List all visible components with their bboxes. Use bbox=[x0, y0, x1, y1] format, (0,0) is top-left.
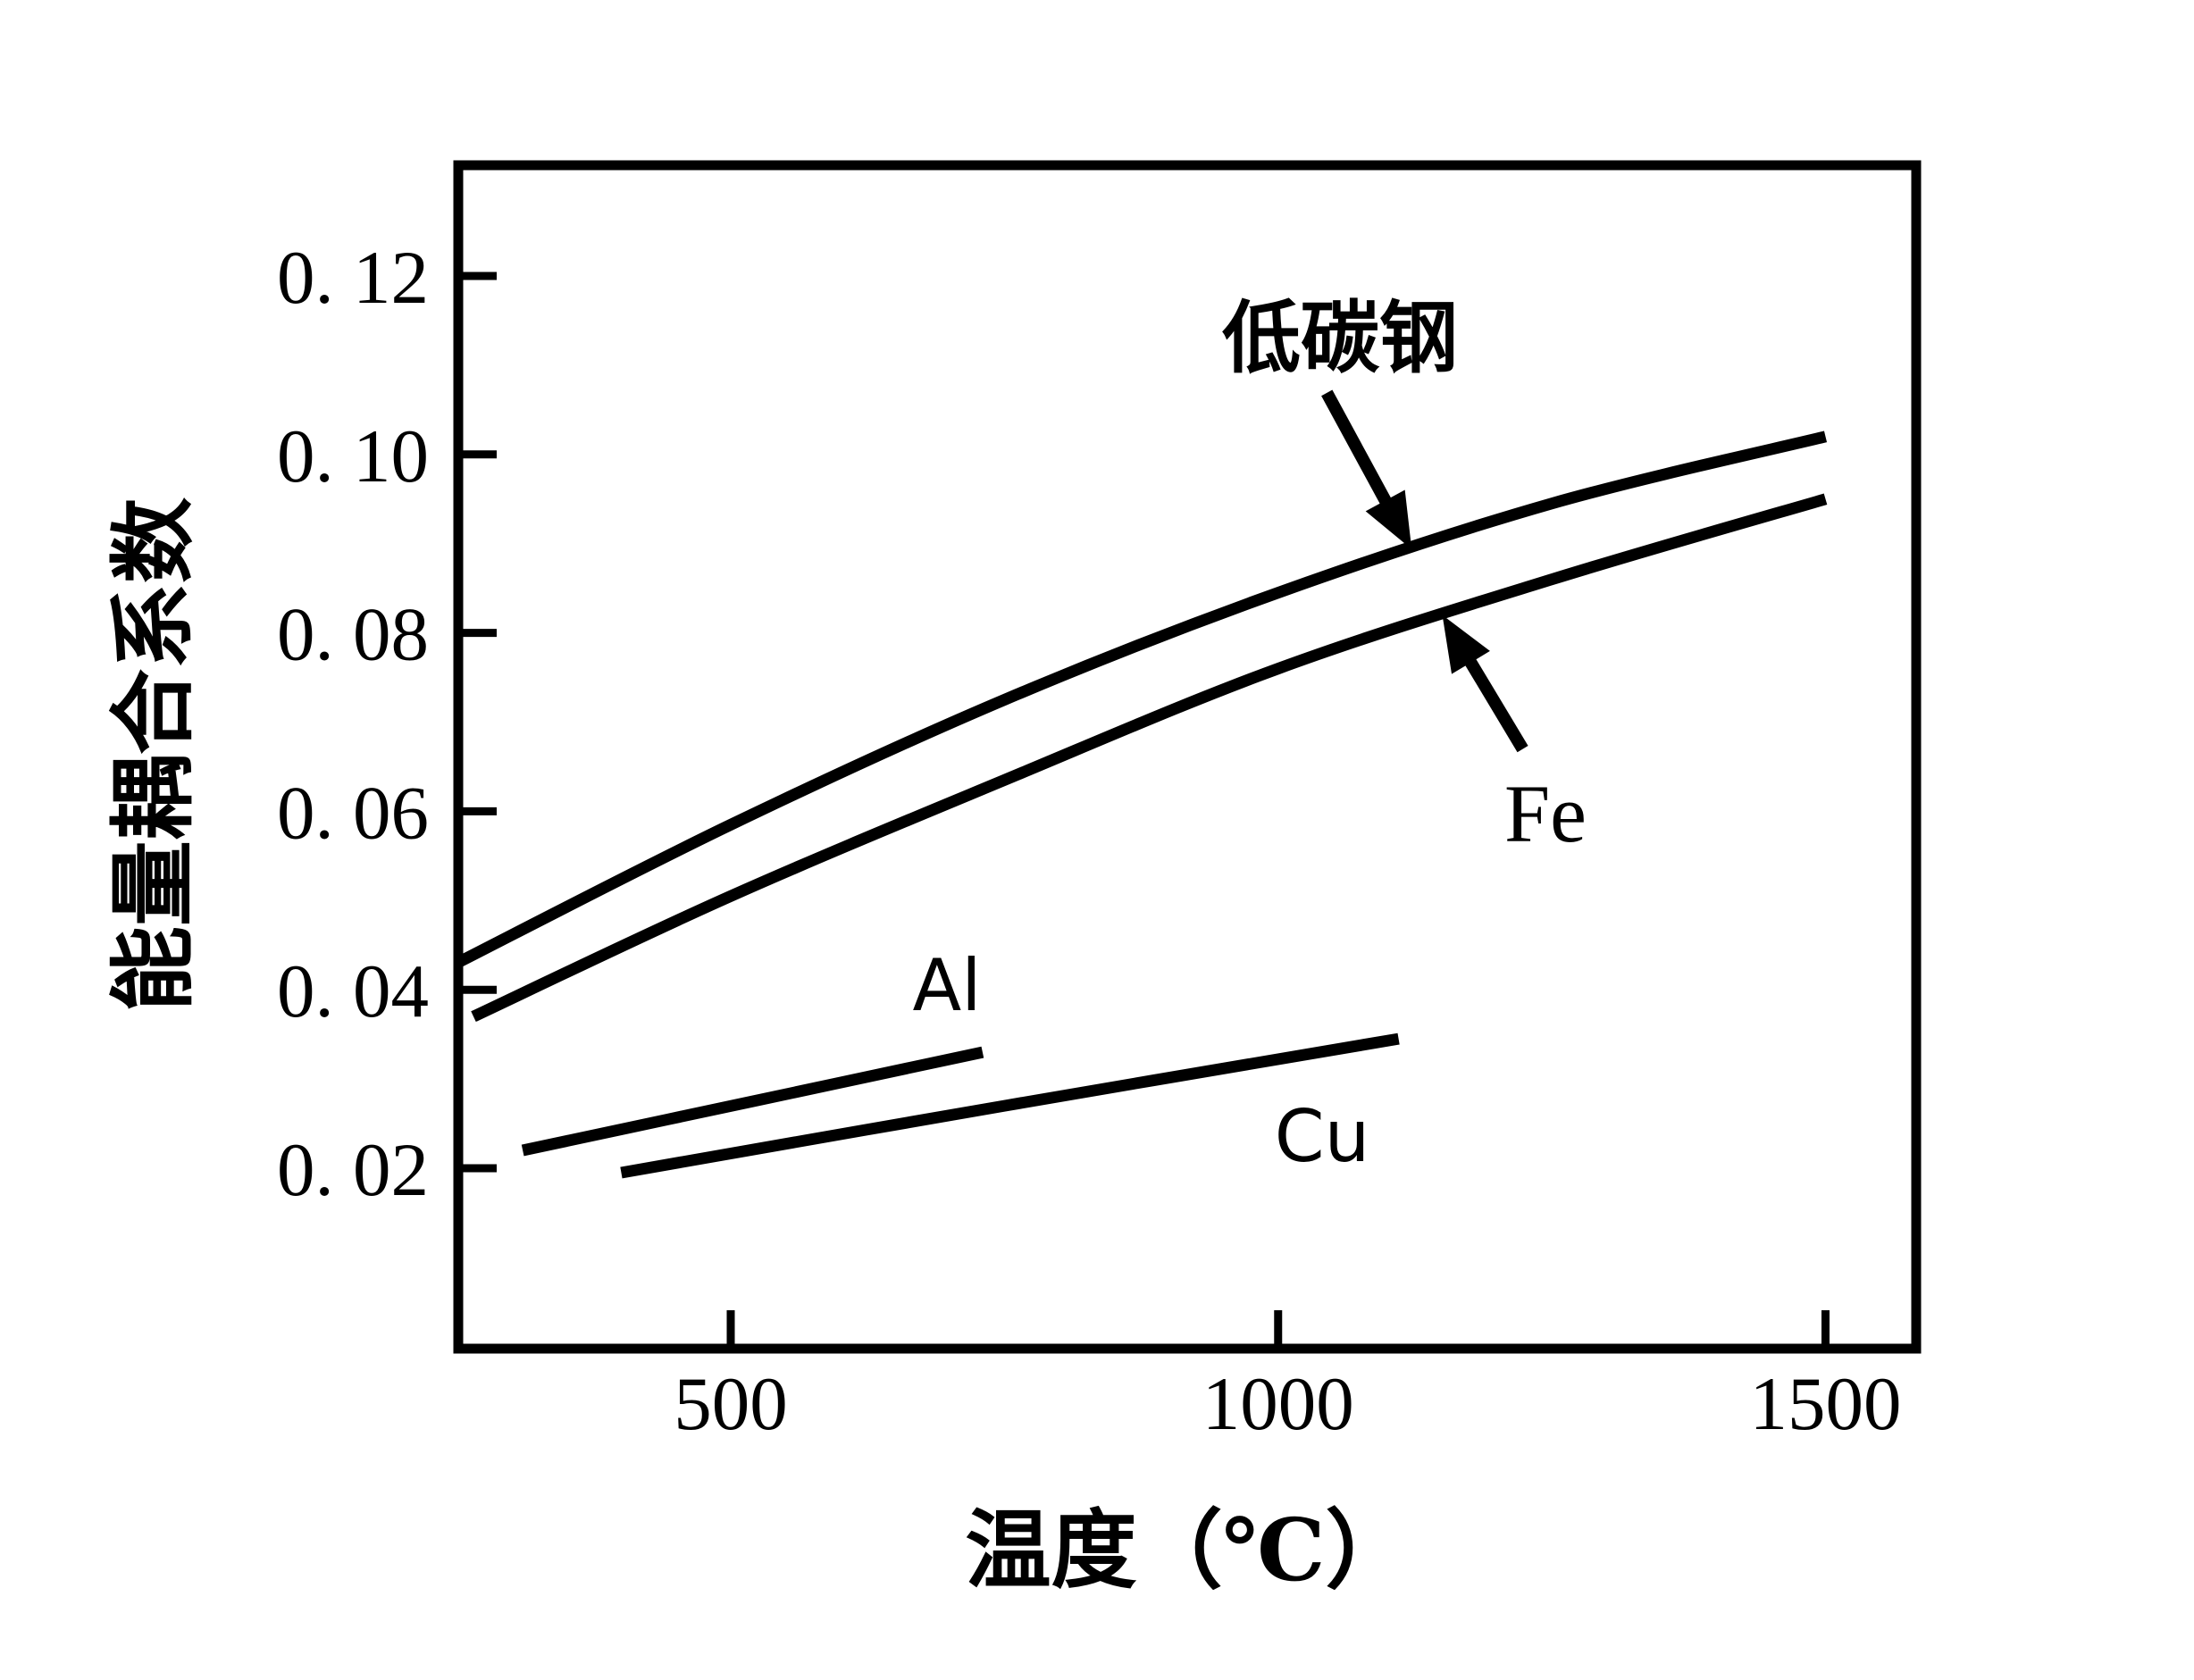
x-axis-label: 温度（℃） bbox=[965, 1503, 1411, 1599]
y-axis-label: 能量耦合系数 bbox=[106, 497, 202, 1012]
axis-ticks bbox=[458, 272, 1830, 1349]
fe-arrow-shaft bbox=[1460, 649, 1528, 753]
x-tick-label: 1500 bbox=[1750, 1362, 1902, 1446]
cu-curve bbox=[620, 1032, 1400, 1179]
fe-curve bbox=[471, 493, 1828, 1023]
y-tick-label: 0. 06 bbox=[277, 771, 429, 855]
annotation-arrows bbox=[1321, 389, 1528, 753]
y-tick-label: 0. 12 bbox=[277, 236, 429, 320]
y-tick-label: 0. 10 bbox=[277, 414, 429, 498]
y-tick-label: 0. 02 bbox=[277, 1128, 429, 1212]
al-curve bbox=[521, 1046, 984, 1157]
fe-curve-label: Fe bbox=[1504, 768, 1587, 859]
steel-arrow-head bbox=[1365, 489, 1412, 549]
x-tick-label: 500 bbox=[674, 1362, 788, 1446]
al-curve-label: Al bbox=[913, 944, 982, 1027]
data-curves bbox=[454, 430, 1828, 1179]
axis-tick-labels: 0. 02 0. 04 0. 06 0. 08 0. 10 0. 12 500 1000 150… bbox=[277, 236, 1902, 1446]
steel-arrow-shaft bbox=[1321, 389, 1396, 514]
fe-arrow-head bbox=[1442, 614, 1490, 674]
y-tick-label: 0. 08 bbox=[277, 593, 429, 677]
plot-area-border bbox=[453, 160, 1922, 1354]
y-tick-label: 0. 04 bbox=[277, 949, 429, 1033]
x-tick-label: 1000 bbox=[1202, 1362, 1354, 1446]
steel-curve bbox=[454, 430, 1828, 969]
cu-curve-label: Cu bbox=[1275, 1095, 1370, 1178]
steel-curve-label: 低碳钢 bbox=[1222, 297, 1458, 383]
